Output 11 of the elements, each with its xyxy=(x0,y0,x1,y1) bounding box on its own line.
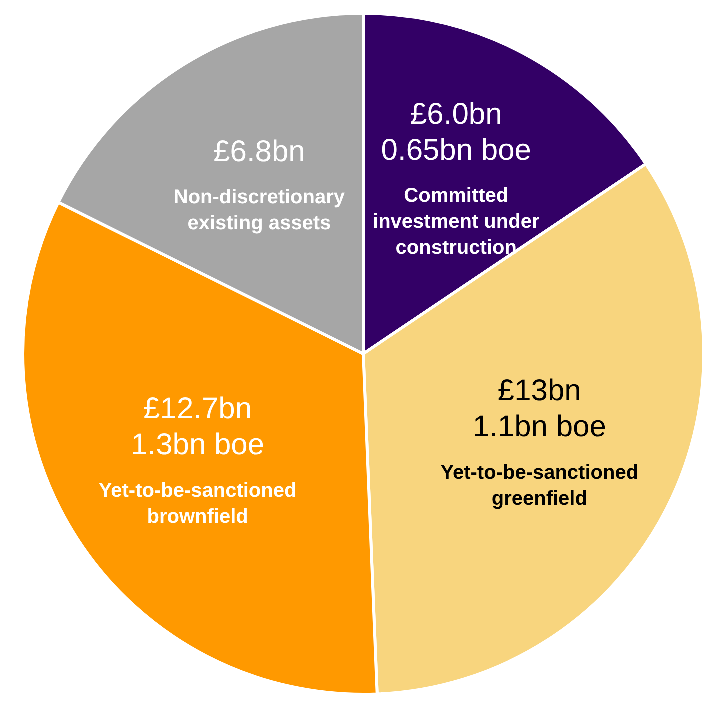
data-label: £6.8bn xyxy=(214,135,306,168)
data-label: £6.0bn xyxy=(410,98,502,131)
text: 1.3bn boe xyxy=(131,428,265,462)
data-label: £13bn xyxy=(498,374,582,408)
text: 1.1bn boe xyxy=(472,410,606,444)
slice-label: Yet-to-be-sanctioned greenfield xyxy=(440,462,639,510)
slice-label: Yet-to-be-sanctioned brownfield xyxy=(98,480,297,528)
slice-label: Committed investment under construction xyxy=(373,185,540,260)
slice-label: Non-discretionary existing assets xyxy=(174,186,346,235)
text: 0.65bn boe xyxy=(381,134,532,167)
data-label: £12.7bn xyxy=(144,392,252,426)
